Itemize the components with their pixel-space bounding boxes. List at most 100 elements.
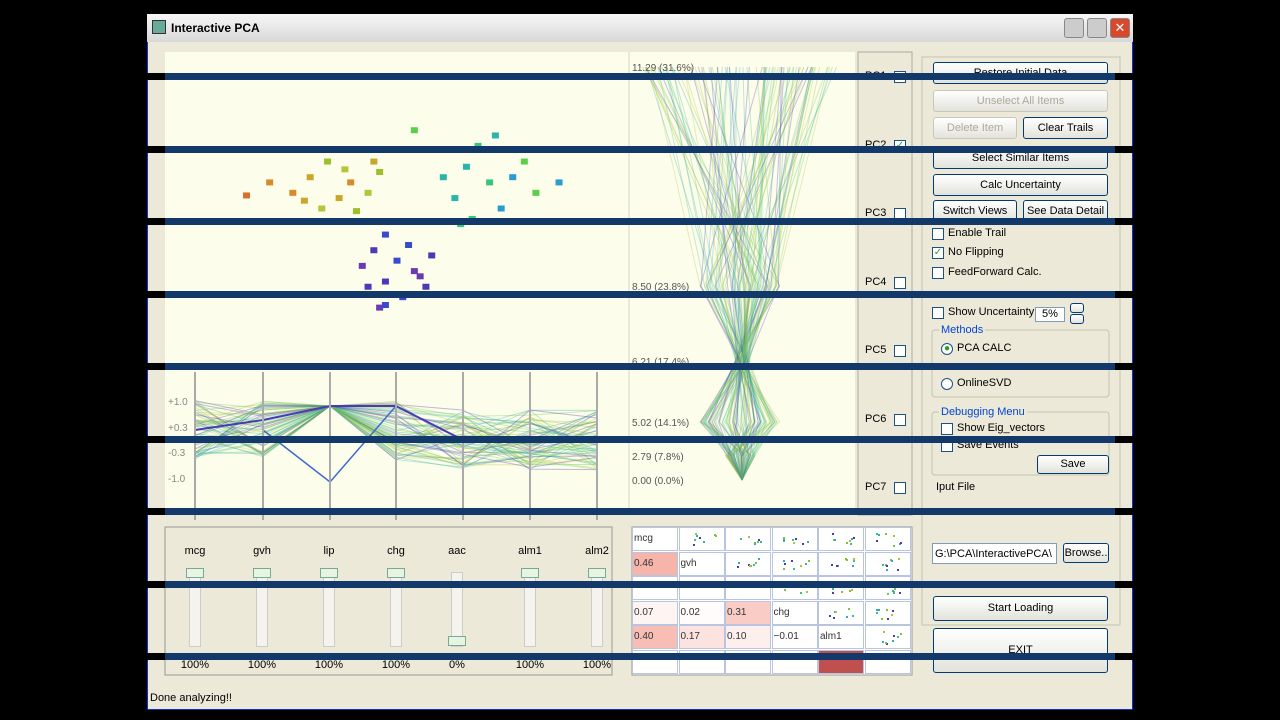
- matrix-cell: 0.46: [632, 551, 678, 576]
- mini-point: [782, 537, 785, 540]
- stripe-end: [145, 363, 165, 370]
- mini-point: [849, 589, 852, 592]
- matrix-cell: [771, 649, 818, 674]
- mini-point: [702, 540, 705, 543]
- radio[interactable]: [941, 378, 953, 390]
- scatter-point: [451, 195, 459, 202]
- checkbox[interactable]: [932, 267, 944, 279]
- mini-point: [748, 563, 751, 566]
- stripe: [147, 218, 1133, 225]
- mini-point: [853, 557, 856, 560]
- scatter-point: [318, 205, 326, 212]
- eigen-line: [719, 66, 763, 481]
- close[interactable]: ✕: [1110, 18, 1130, 38]
- eigen-line: [721, 66, 829, 481]
- button[interactable]: Delete Item: [933, 117, 1017, 139]
- pc-label: PC6: [865, 413, 887, 425]
- eigen-line: [737, 66, 814, 481]
- slider-track: [451, 572, 463, 647]
- stripe-end: [1115, 146, 1133, 153]
- button[interactable]: EXIT: [933, 628, 1108, 673]
- mini-point: [885, 533, 888, 536]
- radio[interactable]: ●: [941, 343, 953, 355]
- maximize[interactable]: [1087, 18, 1107, 38]
- uncertainty-box[interactable]: 5%: [1035, 307, 1065, 322]
- spinner[interactable]: [1070, 314, 1084, 324]
- path-box[interactable]: G:\PCA\InteractivePCA\: [932, 543, 1057, 564]
- mini-point: [852, 560, 855, 563]
- matrix-cell: [771, 576, 818, 600]
- pc-checkbox[interactable]: [894, 482, 906, 494]
- button[interactable]: Calc Uncertainty: [933, 174, 1108, 196]
- pc-checkbox[interactable]: [894, 414, 906, 426]
- eigen-label: 2.79 (7.8%): [632, 452, 684, 463]
- scatter-point: [347, 179, 355, 186]
- slider-percent: 100%: [582, 659, 612, 671]
- eigen-line: [706, 66, 791, 481]
- mini-point: [877, 534, 880, 537]
- eigen-line: [671, 66, 745, 481]
- mini-point: [753, 542, 756, 545]
- eigen-line: [672, 66, 769, 481]
- checkbox[interactable]: [932, 228, 944, 240]
- eigen-line: [690, 66, 772, 481]
- mini-point: [899, 592, 902, 595]
- mini-point: [885, 608, 888, 611]
- eigen-line: [728, 66, 798, 481]
- mini-point: [693, 539, 696, 542]
- mini-point: [846, 541, 849, 544]
- scatter-point: [474, 142, 482, 149]
- matrix-cell: [864, 551, 911, 576]
- matrix-cell: mcg: [632, 527, 678, 551]
- slider-thumb[interactable]: [521, 568, 539, 578]
- eigen-line: [736, 66, 776, 481]
- matrix-cell: 0.40: [632, 625, 678, 649]
- mini-point: [891, 639, 894, 642]
- mini-point: [756, 540, 759, 543]
- slider-thumb[interactable]: [320, 568, 338, 578]
- button[interactable]: Browse..: [1063, 543, 1109, 563]
- mini-point: [695, 534, 698, 537]
- control-group: [921, 56, 1121, 626]
- eigen-line: [741, 66, 814, 481]
- stripe-end: [145, 146, 165, 153]
- scatter-point: [462, 163, 470, 170]
- slider-thumb[interactable]: [448, 636, 466, 646]
- eigen-line: [646, 66, 755, 481]
- matrix-cell: [818, 527, 864, 551]
- slider-name: mcg: [184, 545, 206, 557]
- minimize[interactable]: [1064, 18, 1084, 38]
- button[interactable]: Clear Trails: [1023, 117, 1108, 139]
- button[interactable]: Start Loading: [933, 596, 1108, 621]
- mini-point: [799, 592, 802, 594]
- slider-thumb[interactable]: [253, 568, 271, 578]
- mini-point: [793, 567, 796, 570]
- mini-point: [898, 542, 901, 545]
- mini-point: [795, 537, 798, 540]
- slider-thumb[interactable]: [588, 568, 606, 578]
- slider-thumb[interactable]: [387, 568, 405, 578]
- mini-point: [783, 562, 786, 565]
- button[interactable]: See Data Detail: [1023, 200, 1108, 222]
- slider-thumb[interactable]: [186, 568, 204, 578]
- scatter-point: [381, 278, 389, 285]
- eigen-label: 8.50 (23.8%): [632, 282, 689, 293]
- scatter-point: [358, 262, 366, 269]
- spinner[interactable]: [1070, 303, 1084, 313]
- checkbox[interactable]: ✓: [932, 247, 944, 259]
- eigen-line: [708, 66, 757, 481]
- button[interactable]: Unselect All Items: [933, 90, 1108, 112]
- checkbox[interactable]: [932, 307, 944, 319]
- eigen-line: [649, 66, 771, 481]
- mini-point: [801, 542, 804, 545]
- matrix-cell: [632, 576, 678, 600]
- status-text: Done analyzing!!: [150, 692, 232, 704]
- slider-percent: 100%: [180, 659, 210, 671]
- pc-checkbox[interactable]: [894, 345, 906, 357]
- scatter-point: [555, 179, 563, 186]
- mini-point: [737, 561, 740, 564]
- checkbox[interactable]: [941, 423, 953, 435]
- button[interactable]: Save: [1037, 455, 1109, 474]
- pc-checkbox[interactable]: [894, 277, 906, 289]
- eigen-line: [710, 66, 752, 481]
